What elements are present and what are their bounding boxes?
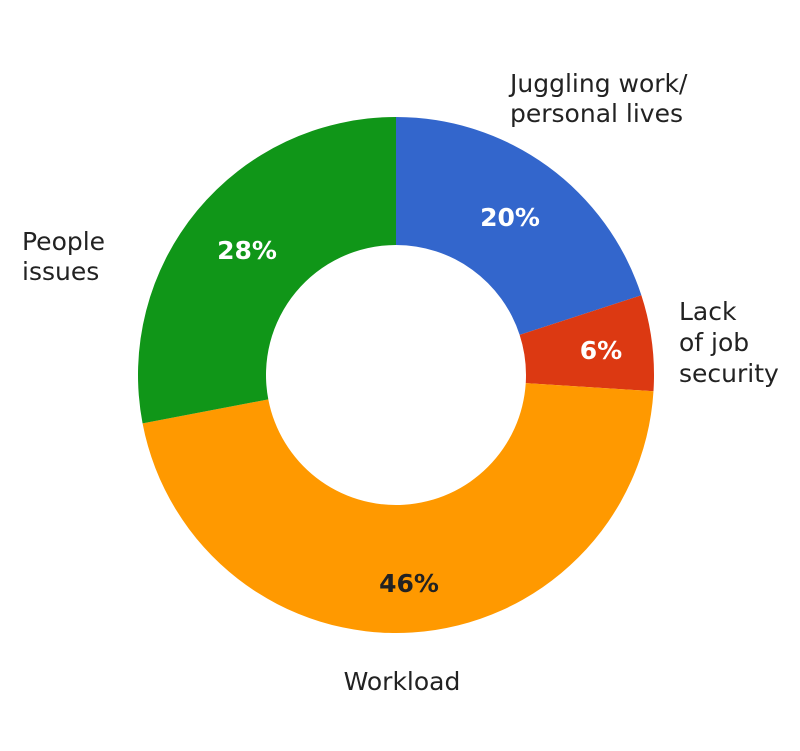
category-label-line: issues [22, 257, 99, 286]
value-label-lack-of-job-security: 6% [580, 336, 622, 365]
value-label-juggling-work-personal-lives: 20% [480, 203, 540, 232]
category-label-workload: Workload [344, 667, 461, 696]
slice-juggling-work-personal-lives [396, 117, 642, 335]
category-label-people-issues: People issues [22, 227, 105, 286]
category-label-line: Lack [679, 297, 737, 326]
slice-people-issues [137, 117, 396, 424]
category-label-line: People [22, 227, 105, 256]
slice-lack-of-job-security [519, 295, 654, 392]
category-label-lack-of-job-security: Lack of job security [679, 297, 779, 388]
category-label-line: Juggling work/ [508, 69, 688, 98]
category-label-juggling-work-personal-lives: Juggling work/personal lives [508, 69, 688, 128]
category-label-line: personal lives [510, 99, 683, 128]
category-label-line: Workload [344, 667, 461, 696]
category-label-line: security [679, 359, 779, 388]
slice-workload [142, 383, 654, 634]
category-label-line: of job [679, 328, 749, 357]
value-label-people-issues: 28% [217, 236, 277, 265]
value-label-workload: 46% [379, 569, 439, 598]
